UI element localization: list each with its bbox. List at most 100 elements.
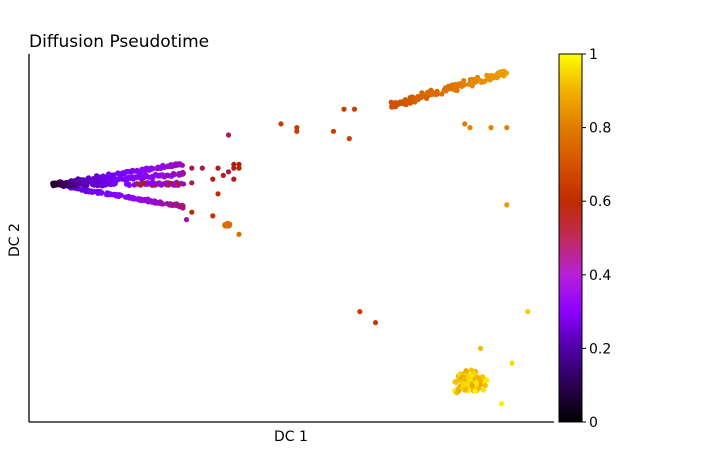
data-point [174,162,180,168]
data-point [189,165,195,171]
data-point [90,189,96,195]
data-point [124,194,130,200]
data-point [501,68,507,74]
data-point [126,182,132,188]
data-point [236,231,242,237]
data-point [456,81,462,87]
data-point [110,192,116,198]
data-point [231,176,237,182]
data-point [107,181,113,187]
data-point [220,172,226,178]
data-point [138,196,144,202]
data-point [141,180,147,186]
colorbar-tick-label: 0.4 [589,268,611,284]
data-point [136,181,142,187]
data-point [477,345,484,351]
data-point [222,223,228,229]
data-point [456,388,462,394]
data-point [104,190,110,196]
data-point [461,78,467,84]
data-point [470,78,477,84]
data-point [169,202,175,208]
data-point [480,374,486,380]
data-point [160,163,166,169]
data-point [65,181,71,188]
data-point [484,72,490,78]
data-point [150,174,156,180]
data-point [105,176,111,182]
data-point [442,85,449,91]
data-point [460,382,467,388]
data-point [94,173,100,179]
data-point [449,84,455,90]
data-point [525,309,531,315]
data-point [231,161,237,167]
data-point [100,173,106,179]
data-point [227,221,233,227]
data-point [171,181,177,187]
data-point [482,78,488,84]
data-point [480,387,487,393]
data-point [210,176,216,182]
data-point [75,181,81,187]
data-point [95,189,101,195]
data-point [393,100,399,106]
colorbar-tick-label: 1 [589,47,598,63]
data-point [468,367,474,373]
data-point [463,368,469,374]
data-point [163,180,169,186]
data-point [189,180,195,186]
data-point [236,165,242,171]
data-point [129,168,135,174]
data-point [159,201,166,207]
y-axis-label: DC 2 [7,223,23,257]
data-point [472,388,478,394]
colorbar-tick-label: 0 [589,415,598,431]
data-point [179,202,185,208]
x-axis-label: DC 1 [274,429,308,445]
data-point [77,177,83,183]
data-point [215,191,221,197]
data-point [210,213,216,219]
data-point [170,170,177,177]
data-point [426,90,432,97]
data-point [124,168,130,175]
data-point [141,173,147,179]
data-point [469,383,475,389]
colorbar-tick-label: 0.8 [589,121,611,137]
data-point [468,373,474,379]
colorbar [558,53,583,423]
data-point [467,125,473,131]
colorbar-ticks: 0 0.2 0.4 0.6 0.8 1 [582,47,611,431]
data-point [118,176,125,182]
data-point [106,171,112,177]
data-point [183,217,190,223]
data-point [473,380,479,386]
data-point [142,196,148,203]
data-point [175,181,181,187]
data-point [294,125,300,131]
data-point [199,165,205,171]
data-point [407,100,414,106]
data-point [509,360,515,366]
data-point [91,182,97,188]
data-point [435,91,441,97]
data-point [180,181,187,187]
data-point [372,320,379,326]
data-point [51,181,57,188]
data-point [135,174,142,180]
data-point [330,128,337,134]
data-point [461,377,467,383]
data-point [157,180,163,186]
colorbar-tick-label: 0.6 [589,194,611,210]
data-point [477,77,483,84]
data-point [146,167,152,173]
data-point [189,209,195,215]
data-point [149,180,155,186]
data-point [166,163,172,170]
data-point [462,387,468,393]
data-point [491,74,497,80]
data-point [460,82,467,88]
data-point [83,179,89,185]
data-point [94,178,100,185]
